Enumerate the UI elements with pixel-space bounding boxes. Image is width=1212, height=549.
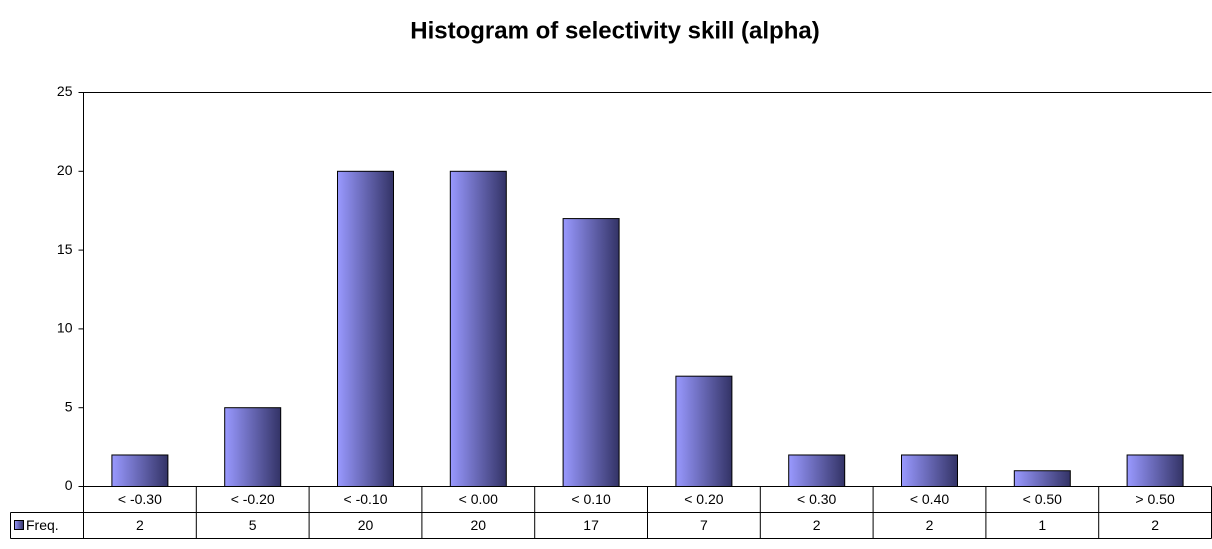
bar: [675, 375, 733, 487]
bar: [449, 170, 507, 488]
bar: [111, 454, 169, 488]
x-tick-label: < -0.30: [118, 491, 162, 507]
legend-swatch: [14, 520, 24, 530]
y-tick-label: 5: [65, 398, 73, 414]
table-value: 20: [358, 517, 374, 533]
legend-label: Freq.: [26, 517, 59, 533]
bar: [901, 454, 958, 488]
x-tick-label: < 0.20: [684, 491, 724, 507]
bar: [1013, 470, 1071, 487]
bar: [1126, 454, 1184, 488]
x-tick-label: < -0.10: [344, 491, 388, 507]
table-value: 2: [1151, 517, 1159, 533]
bar: [788, 454, 846, 488]
x-tick-label: < 0.30: [797, 491, 837, 507]
chart-title: Histogram of selectivity skill (alpha): [410, 17, 819, 44]
bar: [224, 407, 282, 488]
y-tick-label: 15: [57, 241, 73, 257]
table-value: 2: [813, 517, 821, 533]
x-tick-label: < 0.40: [910, 491, 950, 507]
x-tick-label: < 0.00: [459, 491, 499, 507]
table-value: 2: [926, 517, 934, 533]
y-tick-label: 0: [65, 477, 73, 493]
table-value: 2: [136, 517, 144, 533]
x-tick-label: < -0.20: [231, 491, 275, 507]
table-value: 7: [700, 517, 708, 533]
table-value: 5: [249, 517, 257, 533]
bar: [337, 170, 394, 488]
x-tick-label: < 0.50: [1023, 491, 1063, 507]
y-tick-label: 20: [57, 162, 73, 178]
table-value: 20: [471, 517, 487, 533]
y-tick-label: 10: [57, 320, 73, 336]
y-tick-label: 25: [57, 83, 73, 99]
x-tick-label: < 0.10: [571, 491, 611, 507]
table-value: 17: [583, 517, 599, 533]
bar: [562, 218, 620, 488]
x-tick-label: > 0.50: [1135, 491, 1175, 507]
table-value: 1: [1038, 517, 1046, 533]
